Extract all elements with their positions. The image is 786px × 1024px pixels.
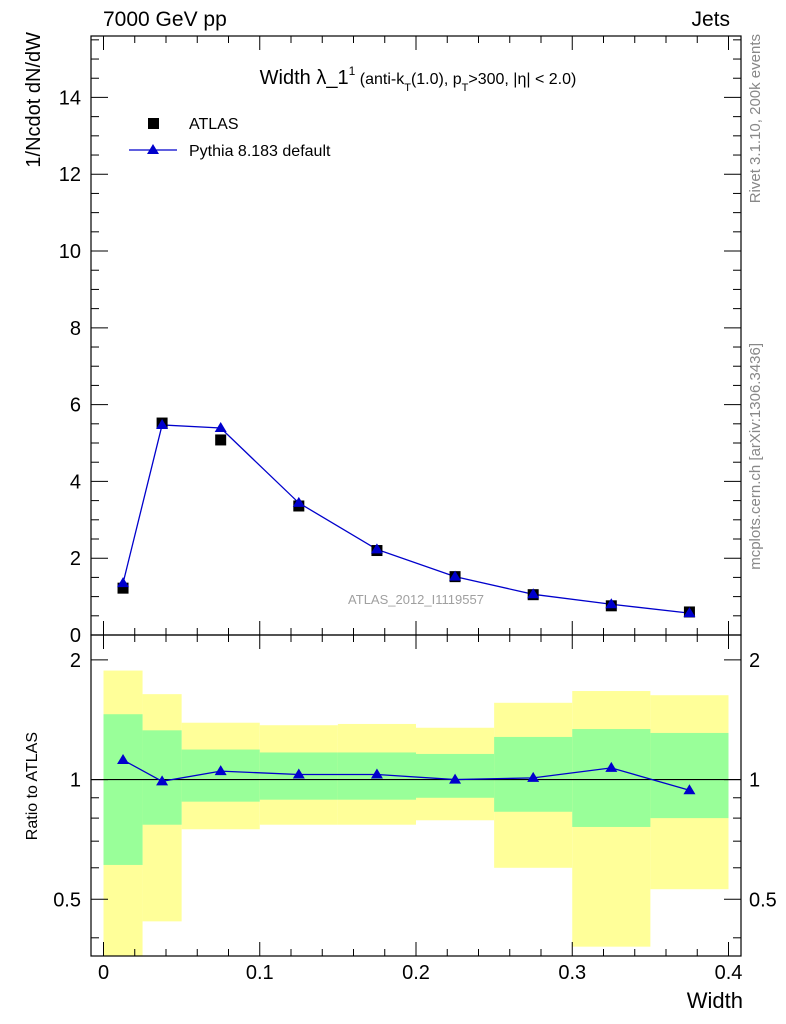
ratio-data-point bbox=[156, 775, 169, 786]
pythia-data-point bbox=[683, 607, 696, 618]
main-y-axis-title: 1/Ncdot dN/dW bbox=[23, 32, 45, 168]
ratio-y-axis-title: Ratio to ATLAS bbox=[24, 732, 41, 840]
main-y-tick-label: 6 bbox=[70, 395, 81, 417]
main-y-tick-label: 4 bbox=[70, 471, 81, 493]
ratio-data-point bbox=[449, 773, 462, 784]
pythia-data-point bbox=[117, 577, 130, 588]
ratio-green-band bbox=[650, 732, 729, 819]
ratio-data-point bbox=[527, 771, 540, 782]
ratio-green-band bbox=[103, 714, 143, 865]
pythia-data-point bbox=[449, 570, 462, 581]
chart-title: Width λ_11 (anti-kT(1.0), pT>300, |η| < … bbox=[260, 64, 577, 94]
main-y-tick-label: 8 bbox=[70, 318, 81, 340]
ratio-data-point bbox=[292, 768, 305, 779]
ratio-data-point bbox=[605, 761, 618, 772]
legend-atlas-label: ATLAS bbox=[189, 116, 239, 133]
pythia-data-point bbox=[292, 496, 305, 507]
ratio-y-tick-label-right: 2 bbox=[749, 650, 760, 672]
legend-atlas-marker bbox=[148, 118, 159, 129]
ratio-data-point bbox=[683, 784, 696, 795]
ratio-green-band bbox=[572, 729, 651, 827]
ratio-y-tick-label-right: 1 bbox=[749, 770, 760, 792]
analysis-watermark: ATLAS_2012_I1119557 bbox=[348, 592, 484, 607]
header-process-label: Jets bbox=[691, 8, 730, 31]
main-y-tick-label: 0 bbox=[70, 625, 81, 647]
ratio-data-point bbox=[117, 754, 130, 765]
ratio-data-point bbox=[370, 768, 383, 779]
atlas-data-point bbox=[117, 582, 129, 594]
x-tick-label: 0.2 bbox=[402, 962, 430, 984]
pythia-data-point bbox=[214, 422, 227, 433]
ratio-data-point bbox=[214, 765, 227, 776]
pythia-data-point bbox=[527, 588, 540, 599]
ratio-y-tick-label: 2 bbox=[70, 650, 81, 672]
ratio-y-tick-label: 0.5 bbox=[53, 889, 81, 911]
x-axis-title: Width bbox=[687, 988, 743, 1013]
x-tick-label: 0.3 bbox=[558, 962, 586, 984]
header-energy-label: 7000 GeV pp bbox=[103, 8, 227, 31]
ratio-y-tick-label-right: 0.5 bbox=[749, 889, 777, 911]
main-y-tick-label: 2 bbox=[70, 548, 81, 570]
legend-pythia-marker bbox=[147, 144, 159, 154]
ratio-plot-area: 0.5 0.5 1 1 2 2 0 0.1 0.2 0.3 0.4 bbox=[53, 634, 777, 984]
main-y-tick-label: 12 bbox=[59, 164, 81, 186]
rivet-version-label: Rivet 3.1.10, 200k events bbox=[747, 34, 764, 203]
mcplots-label: mcplots.cern.ch [arXiv:1306.3436] bbox=[747, 343, 764, 570]
atlas-data-point bbox=[215, 434, 227, 446]
pythia-data-point bbox=[370, 543, 383, 554]
main-y-tick-label: 10 bbox=[59, 241, 81, 263]
x-tick-label: 0 bbox=[98, 962, 109, 984]
pythia-data-point bbox=[156, 418, 169, 429]
x-tick-label: 0.1 bbox=[246, 962, 274, 984]
pythia-series-line bbox=[122, 424, 690, 614]
legend: ATLAS Pythia 8.183 default bbox=[129, 116, 331, 160]
legend-pythia-label: Pythia 8.183 default bbox=[189, 143, 331, 160]
pythia-data-point bbox=[605, 598, 618, 609]
main-y-tick-label: 14 bbox=[59, 87, 81, 109]
x-tick-label: 0.4 bbox=[715, 962, 743, 984]
ratio-y-tick-label: 1 bbox=[70, 770, 81, 792]
main-plot-area: 0 2 4 6 8 10 12 14 bbox=[59, 35, 742, 647]
